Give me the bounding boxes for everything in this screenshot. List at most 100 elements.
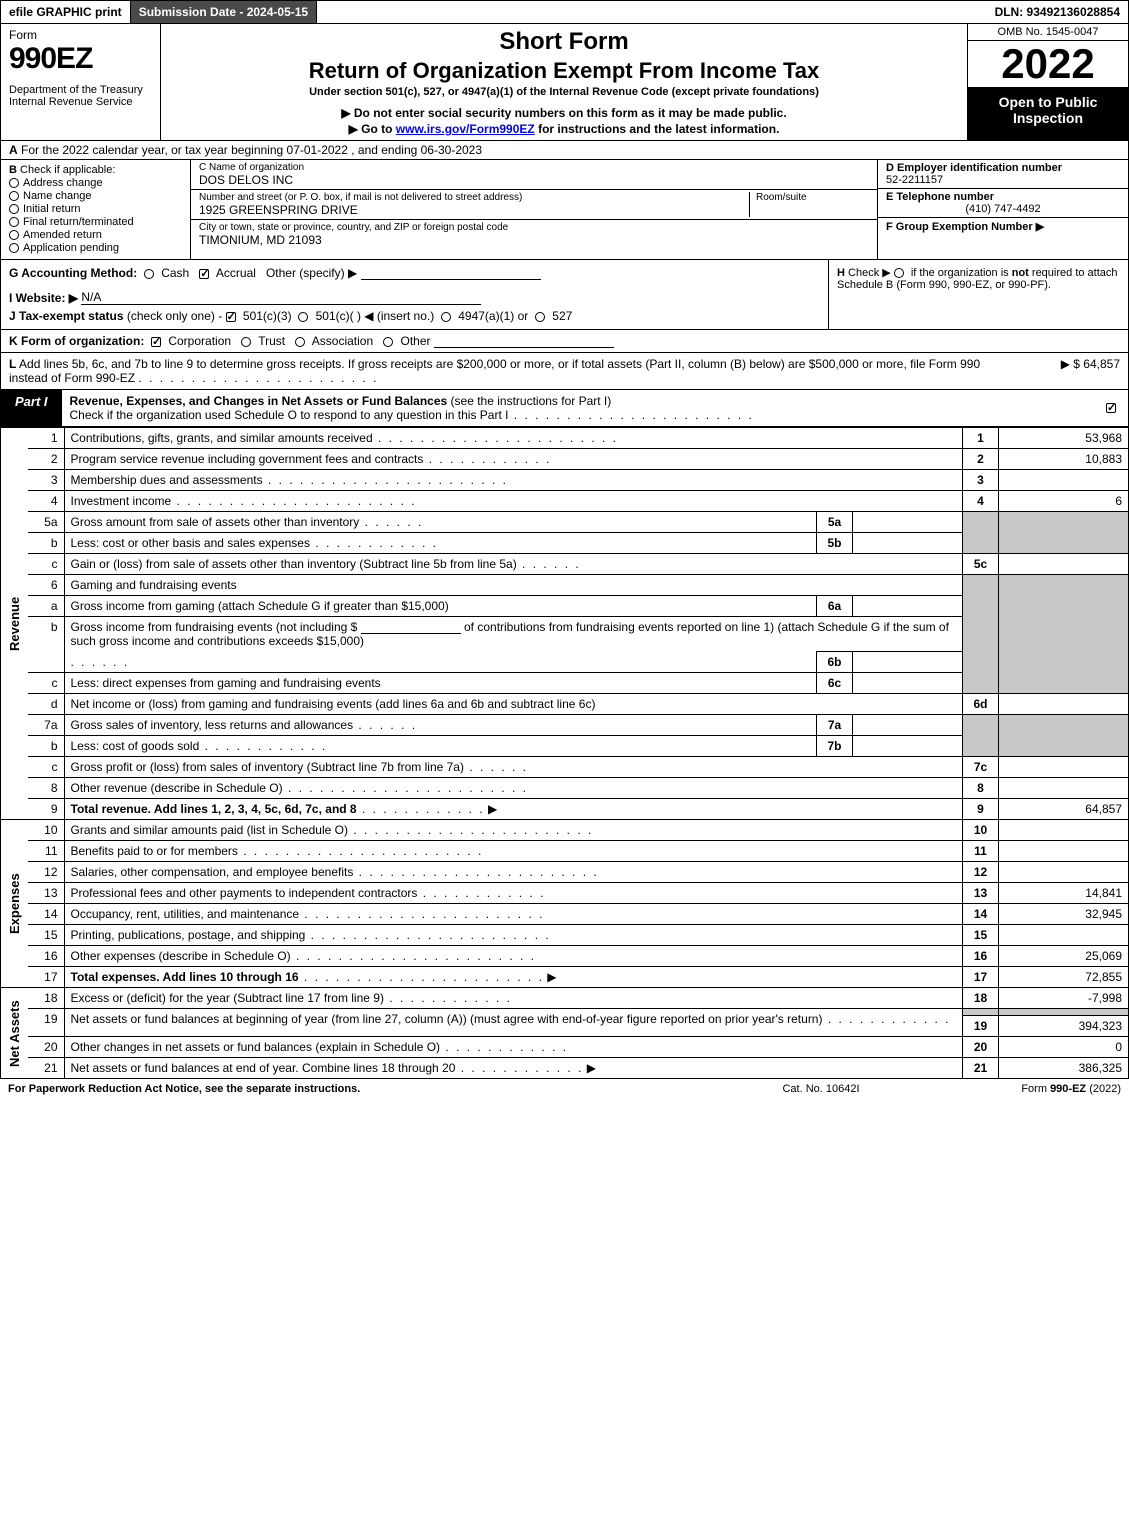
l7c-desc: Gross profit or (loss) from sales of inv… — [71, 760, 464, 774]
l6-grey-amt — [999, 575, 1129, 694]
chk-address-change[interactable]: Address change — [9, 177, 182, 189]
l16-rn: 16 — [963, 946, 999, 967]
l5c-num: c — [28, 554, 64, 575]
l3-amt — [999, 470, 1129, 491]
tax-year: 2022 — [968, 41, 1128, 88]
l21-amt: 386,325 — [999, 1058, 1129, 1079]
topbar-spacer — [317, 1, 986, 23]
l6d-rn: 6d — [963, 694, 999, 715]
sidebar-expenses: Expenses — [1, 820, 29, 988]
chk-application-pending[interactable]: Application pending — [9, 242, 182, 254]
l8-amt — [999, 778, 1129, 799]
efile-print-label[interactable]: efile GRAPHIC print — [1, 1, 131, 23]
line-5a: 5a Gross amount from sale of assets othe… — [1, 512, 1129, 533]
l14-amt: 32,945 — [999, 904, 1129, 925]
j-4947-label: 4947(a)(1) or — [458, 309, 528, 323]
l12-desc: Salaries, other compensation, and employ… — [71, 865, 354, 879]
box-c: C Name of organization DOS DELOS INC Num… — [191, 160, 878, 259]
l15-num: 15 — [28, 925, 64, 946]
k-other-input[interactable] — [434, 347, 614, 348]
form-header: Form 990EZ Department of the Treasury In… — [0, 24, 1129, 141]
l9-amt: 64,857 — [999, 799, 1129, 820]
l3-num: 3 — [28, 470, 64, 491]
chk-name-change[interactable]: Name change — [9, 190, 182, 202]
l4-amt: 6 — [999, 491, 1129, 512]
l6d-num: d — [28, 694, 64, 715]
footer-catno: Cat. No. 10642I — [721, 1083, 921, 1095]
line-8: 8 Other revenue (describe in Schedule O)… — [1, 778, 1129, 799]
chk-amended-return[interactable]: Amended return — [9, 229, 182, 241]
instr-goto: ▶ Go to www.irs.gov/Form990EZ for instru… — [169, 122, 959, 136]
l13-rn: 13 — [963, 883, 999, 904]
chk-address-change-label: Address change — [23, 177, 103, 189]
l17-amt: 72,855 — [999, 967, 1129, 988]
l11-amt — [999, 841, 1129, 862]
row-g-h: G Accounting Method: Cash Accrual Other … — [0, 260, 1129, 330]
j-501c3-label: 501(c)(3) — [243, 309, 292, 323]
line-6: 6 Gaming and fundraising events — [1, 575, 1129, 596]
chk-schedule-o[interactable] — [1106, 403, 1116, 413]
g-cash-label: Cash — [161, 266, 189, 280]
chk-cash[interactable] — [144, 269, 154, 279]
chk-501c3[interactable] — [226, 312, 236, 322]
l6-num: 6 — [28, 575, 64, 596]
c-city-value: TIMONIUM, MD 21093 — [199, 233, 869, 247]
line-14: 14 Occupancy, rent, utilities, and maint… — [1, 904, 1129, 925]
irs-link[interactable]: www.irs.gov/Form990EZ — [396, 122, 535, 136]
i-website-label: I Website: ▶ — [9, 291, 78, 305]
l5b-il: 5b — [817, 533, 853, 554]
box-b: B Check if applicable: Address change Na… — [1, 160, 191, 259]
l5ab-grey — [963, 512, 999, 554]
chk-accrual[interactable] — [199, 269, 209, 279]
l7b-num: b — [28, 736, 64, 757]
l21-num: 21 — [28, 1058, 64, 1079]
chk-501c[interactable] — [298, 312, 308, 322]
l21-rn: 21 — [963, 1058, 999, 1079]
l7c-amt — [999, 757, 1129, 778]
chk-h[interactable] — [894, 268, 904, 278]
part1-hint: (see the instructions for Part I) — [451, 394, 612, 408]
box-b-label: B — [9, 164, 17, 176]
chk-corp[interactable] — [151, 337, 161, 347]
l7a-il: 7a — [817, 715, 853, 736]
l7b-il: 7b — [817, 736, 853, 757]
chk-4947[interactable] — [441, 312, 451, 322]
l6b-blank[interactable] — [361, 633, 461, 634]
l6d-desc: Net income or (loss) from gaming and fun… — [71, 697, 596, 711]
line-17: 17 Total expenses. Add lines 10 through … — [1, 967, 1129, 988]
l5c-rn: 5c — [963, 554, 999, 575]
l7b-desc: Less: cost of goods sold — [71, 739, 200, 753]
chk-assoc[interactable] — [295, 337, 305, 347]
line-3: 3 Membership dues and assessments 3 — [1, 470, 1129, 491]
row-l: L Add lines 5b, 6c, and 7b to line 9 to … — [0, 353, 1129, 390]
l1-desc: Contributions, gifts, grants, and simila… — [71, 431, 373, 445]
chk-initial-return-label: Initial return — [23, 203, 80, 215]
line-11: 11 Benefits paid to or for members 11 — [1, 841, 1129, 862]
line-15: 15 Printing, publications, postage, and … — [1, 925, 1129, 946]
chk-527[interactable] — [535, 312, 545, 322]
chk-final-return[interactable]: Final return/terminated — [9, 216, 182, 228]
chk-other-org[interactable] — [383, 337, 393, 347]
line-10: Expenses 10 Grants and similar amounts p… — [1, 820, 1129, 841]
line-12: 12 Salaries, other compensation, and emp… — [1, 862, 1129, 883]
l6a-il: 6a — [817, 596, 853, 617]
d-ein-label: D Employer identification number — [886, 162, 1062, 174]
f-group-label: F Group Exemption Number ▶ — [886, 221, 1044, 233]
i-website-value: N/A — [81, 290, 101, 304]
box-d-e-f: D Employer identification number 52-2211… — [878, 160, 1128, 259]
chk-initial-return[interactable]: Initial return — [9, 203, 182, 215]
line-6a: a Gross income from gaming (attach Sched… — [1, 596, 1129, 617]
j-hint: (check only one) - — [127, 309, 222, 323]
lines-table: Revenue 1 Contributions, gifts, grants, … — [0, 427, 1129, 1079]
h-text: Check ▶ if the organization is not requi… — [837, 267, 1118, 291]
chk-trust[interactable] — [241, 337, 251, 347]
l6b-desc1: Gross income from fundraising events (no… — [71, 620, 358, 634]
g-other-label: Other (specify) ▶ — [266, 266, 357, 280]
l15-amt — [999, 925, 1129, 946]
l7a-desc: Gross sales of inventory, less returns a… — [71, 718, 354, 732]
g-other-input[interactable] — [361, 279, 541, 280]
g-label: G Accounting Method: — [9, 266, 137, 280]
l19-grey — [963, 1009, 999, 1016]
chk-application-pending-label: Application pending — [23, 242, 119, 254]
l7a-num: 7a — [28, 715, 64, 736]
